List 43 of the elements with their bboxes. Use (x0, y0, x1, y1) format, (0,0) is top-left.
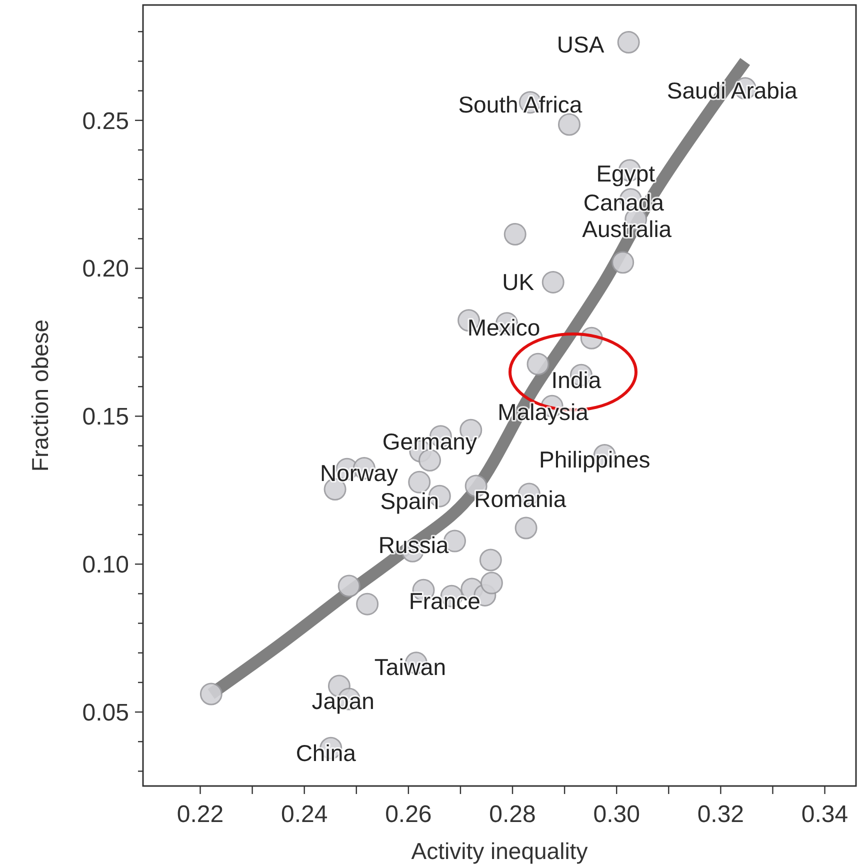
y-tick-label: 0.10 (82, 552, 129, 579)
x-tick-label: 0.30 (593, 801, 640, 828)
point (356, 592, 379, 616)
annotation: China (296, 740, 356, 766)
annotation: UK (502, 269, 535, 296)
point (612, 251, 634, 274)
y-tick-label: 0.15 (82, 404, 129, 431)
y-tick-label: 0.20 (82, 256, 129, 283)
point (479, 548, 502, 572)
y-tick-label: 0.25 (82, 108, 129, 135)
annotation: Norway (320, 460, 398, 486)
y-axis-title: Fraction obese (27, 319, 53, 472)
point (526, 352, 550, 376)
point (200, 682, 222, 706)
annotation: India (551, 367, 602, 394)
point (480, 572, 503, 594)
x-tick-label: 0.28 (489, 801, 536, 828)
point (514, 516, 538, 540)
x-axis-title: Activity inequality (411, 838, 588, 864)
annotation: Japan (312, 688, 374, 714)
point (542, 270, 564, 294)
annotation: France (408, 588, 480, 614)
annotation: Australia (582, 216, 672, 242)
annotation: Egypt (596, 160, 656, 186)
point (558, 113, 580, 136)
annotation: Spain (380, 488, 440, 514)
x-tick-label: 0.32 (697, 801, 744, 828)
annotation: Philippines (539, 446, 650, 472)
point (617, 31, 640, 54)
annotation: USA (556, 31, 605, 58)
annotation: Taiwan (374, 654, 446, 680)
y-tick-label: 0.05 (82, 699, 129, 726)
point (408, 470, 431, 494)
annotation: Romania (474, 486, 566, 512)
point (504, 223, 526, 246)
x-tick-label: 0.22 (176, 801, 224, 828)
point (338, 574, 360, 598)
x-tick-label: 0.26 (385, 801, 432, 828)
annotation: Mexico (467, 314, 540, 340)
x-tick-label: 0.34 (801, 801, 848, 828)
annotation: South Africa (458, 91, 582, 118)
x-tick-label: 0.24 (280, 801, 328, 828)
annotation: Germany (382, 428, 478, 454)
